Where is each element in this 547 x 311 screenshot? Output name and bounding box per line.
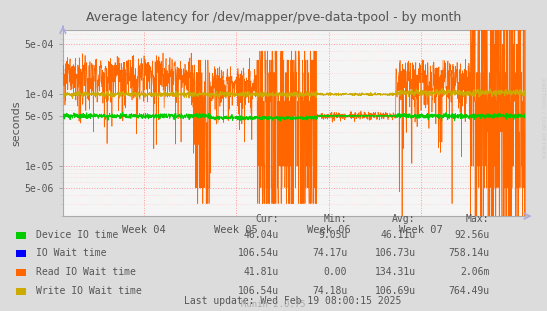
Y-axis label: seconds: seconds <box>11 100 22 146</box>
Text: 106.69u: 106.69u <box>375 286 416 296</box>
Text: Device IO time: Device IO time <box>36 230 118 240</box>
Text: Avg:: Avg: <box>392 214 416 224</box>
Text: Write IO Wait time: Write IO Wait time <box>36 286 141 296</box>
Text: 758.14u: 758.14u <box>449 248 490 258</box>
Text: 134.31u: 134.31u <box>375 267 416 277</box>
Text: 74.18u: 74.18u <box>312 286 347 296</box>
Text: 46.04u: 46.04u <box>244 230 279 240</box>
Text: Min:: Min: <box>324 214 347 224</box>
Text: Average latency for /dev/mapper/pve-data-tpool - by month: Average latency for /dev/mapper/pve-data… <box>86 11 461 24</box>
Text: Read IO Wait time: Read IO Wait time <box>36 267 136 277</box>
Text: 106.54u: 106.54u <box>238 286 279 296</box>
Text: RRDTOOL / TOBI OETIKER: RRDTOOL / TOBI OETIKER <box>541 78 546 159</box>
Text: Last update: Wed Feb 19 08:00:15 2025: Last update: Wed Feb 19 08:00:15 2025 <box>184 296 401 306</box>
Text: 41.81u: 41.81u <box>244 267 279 277</box>
Text: 46.11u: 46.11u <box>381 230 416 240</box>
Text: Max:: Max: <box>466 214 490 224</box>
Text: 106.73u: 106.73u <box>375 248 416 258</box>
Text: 74.17u: 74.17u <box>312 248 347 258</box>
Text: 0.00: 0.00 <box>324 267 347 277</box>
Text: IO Wait time: IO Wait time <box>36 248 106 258</box>
Text: Munin 2.0.75: Munin 2.0.75 <box>241 299 306 309</box>
Text: Cur:: Cur: <box>255 214 279 224</box>
Text: 106.54u: 106.54u <box>238 248 279 258</box>
Text: 9.05u: 9.05u <box>318 230 347 240</box>
Text: 92.56u: 92.56u <box>455 230 490 240</box>
Text: 764.49u: 764.49u <box>449 286 490 296</box>
Text: 2.06m: 2.06m <box>460 267 490 277</box>
